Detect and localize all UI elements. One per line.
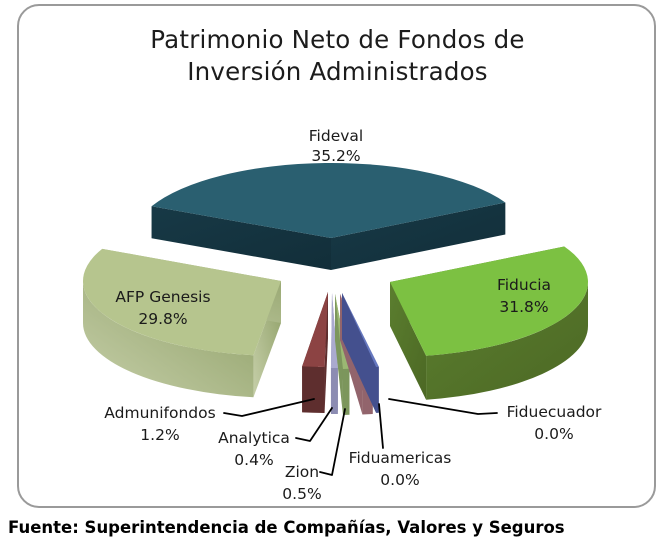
slice-label-fideval-pct: 35.2% [311,147,360,165]
chart-title-line-1: Patrimonio Neto de Fondos de [150,25,525,54]
slice-label-fideval-name: Fideval [309,127,363,145]
slice-fideval-top [151,163,506,238]
pie-slice-fiduecuador [342,293,379,413]
slice-label-zion-pct: 0.5% [282,485,321,503]
slice-fiducia-radial-face-end [390,282,427,400]
chart-title: Patrimonio Neto de Fondos de Inversión A… [17,24,658,88]
slice-label-fiduamericas-name: Fiduamericas [349,449,452,467]
slice-fiduecuador-top [342,293,379,367]
slice-fiducia-top [390,246,588,356]
slice-zion-radial-face-end [335,294,343,415]
slice-label-afp-genesis-name: AFP Genesis [115,288,210,306]
slice-fiduecuador-rim [376,366,379,413]
leader-line-zion [319,408,346,476]
slice-fiducia-rim [426,282,588,400]
leader-line-fiduamericas [378,403,384,449]
slice-label-analytica-pct: 0.4% [234,451,273,469]
slice-label-admunifondos-pct: 1.2% [140,426,179,444]
slice-admunifondos-rim [302,366,325,413]
slice-label-fiduecuador-name: Fiduecuador [507,403,602,421]
pie-slice-afp-genesis [83,248,281,398]
slice-label-fiducia-pct: 31.8% [499,298,548,316]
chart-title-line-2: Inversión Administrados [187,57,488,86]
slice-label-afp-genesis-pct: 29.8% [138,310,187,328]
slice-admunifondos-top [302,292,328,367]
slice-labels-group: Fideval 35.2% AFP Genesis 29.8% Fiducia 31.8%… [104,127,602,503]
slice-label-fiducia-name: Fiducia [497,276,551,294]
source-note: Fuente: Superintendencia de Compañías, V… [8,518,565,537]
slice-afp-genesis-rim [83,281,254,398]
pie-slice-admunifondos [302,292,328,413]
slice-label-zion-name: Zion [285,463,319,481]
slice-fideval-radial-face-start [151,206,331,270]
slice-label-fiduamericas-pct: 0.0% [380,471,419,489]
slice-label-fiduecuador-pct: 0.0% [534,425,573,443]
pie-slices-group [83,163,588,415]
slice-fideval-radial-face-end [331,202,506,270]
slice-afp-genesis-top [83,248,281,356]
leader-line-analytica [295,407,333,442]
slice-analytica-rim [330,367,338,414]
slice-label-admunifondos-name: Admunifondos [104,404,215,422]
pie-slice-fiducia [390,246,588,400]
leader-line-admunifondos [223,398,315,417]
slice-fiduecuador-radial-face-end [342,293,377,413]
leader-line-fiduecuador [388,398,498,415]
pie-slice-fideval [151,163,506,270]
leader-lines-group [223,398,498,476]
slice-zion-rim [342,368,350,415]
slice-label-analytica-name: Analytica [218,429,290,447]
